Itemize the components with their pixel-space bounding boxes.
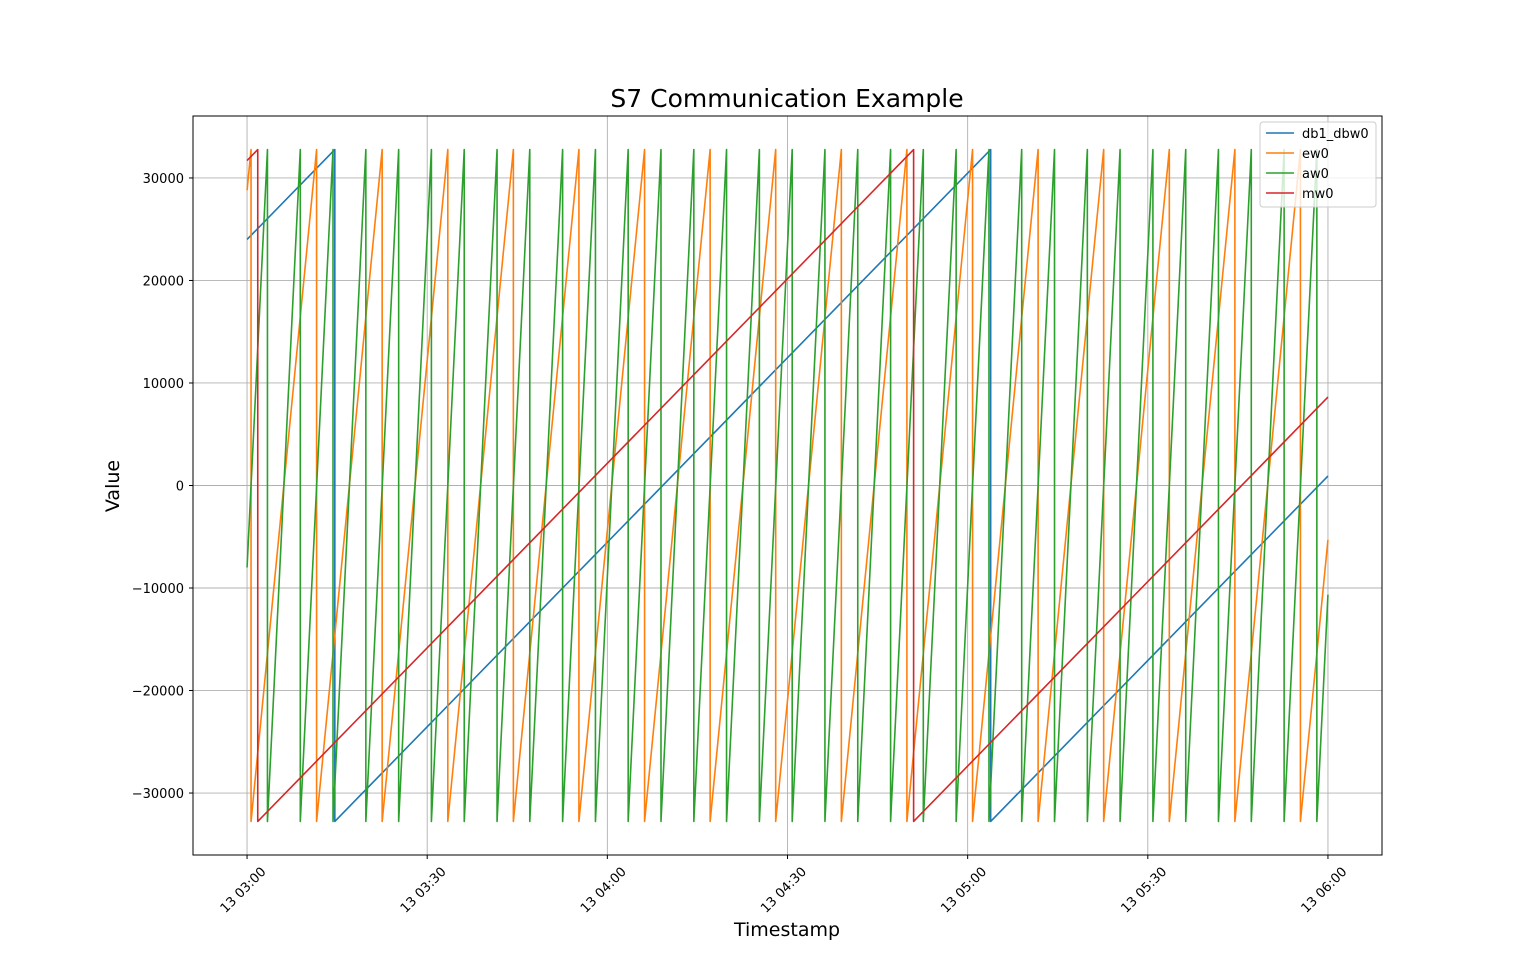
series-line-db1-dbw0	[246, 148, 1329, 823]
y-tick-label: 30000	[143, 172, 184, 187]
x-axis-label: Timestamp	[733, 919, 840, 941]
legend-label: ew0	[1302, 147, 1329, 162]
legend-box	[1259, 121, 1377, 208]
series-line-aw0	[246, 148, 1329, 823]
plot-area	[246, 148, 1329, 823]
y-tick-label: 20000	[143, 274, 184, 289]
grid	[193, 116, 1382, 855]
y-tick-label: −20000	[132, 685, 184, 700]
legend-label: aw0	[1302, 167, 1329, 182]
y-tick-label: 10000	[143, 377, 184, 392]
y-tick-label: 0	[176, 479, 184, 494]
y-axis-label: Value	[102, 460, 124, 512]
y-tick-label: −10000	[132, 582, 184, 597]
y-tick-label: −30000	[132, 787, 184, 802]
legend-label: mw0	[1302, 187, 1334, 202]
y-axis: −30000 −20000 −10000 0 10000 20000 30000	[132, 172, 193, 802]
legend-label: db1_dbw0	[1302, 127, 1369, 142]
chart-title: S7 Communication Example	[610, 84, 963, 113]
legend: db1_dbw0 ew0 aw0 mw0	[1259, 121, 1377, 208]
series-line-mw0	[246, 148, 1329, 823]
